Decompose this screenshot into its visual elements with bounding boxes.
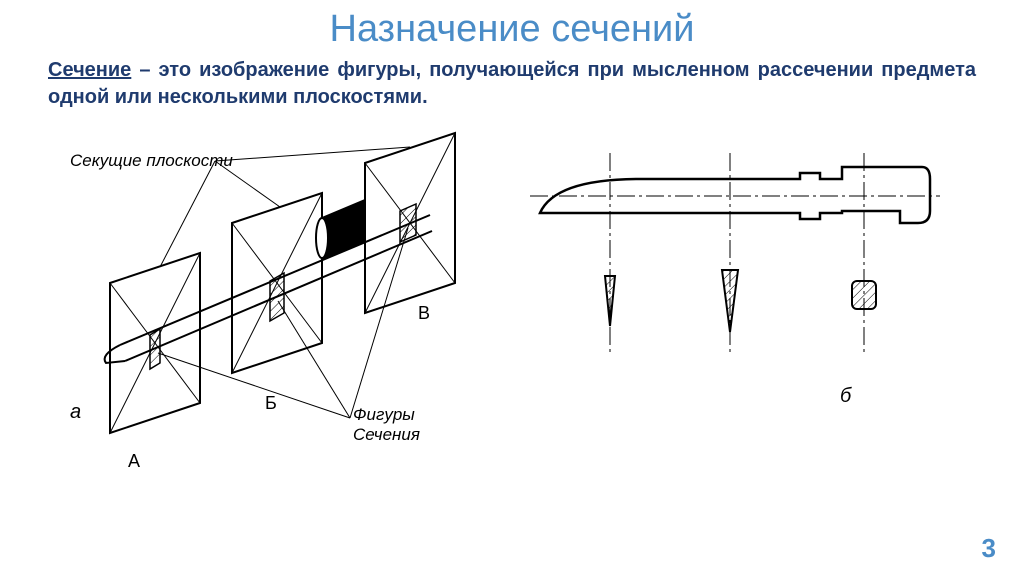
diagram-svg — [0, 123, 1024, 503]
definition-rest: – это изображение фигуры, получающейся п… — [48, 59, 976, 108]
diagram-area: Секущие плоскости Фигуры Сечения А Б В а… — [0, 123, 1024, 503]
fig-b-group — [530, 153, 940, 353]
page-number: 3 — [982, 533, 996, 564]
fig-a-group — [105, 133, 455, 433]
definition: Сечение – это изображение фигуры, получа… — [0, 57, 1024, 111]
definition-term: Сечение — [48, 59, 131, 81]
page-title: Назначение сечений — [0, 8, 1024, 51]
